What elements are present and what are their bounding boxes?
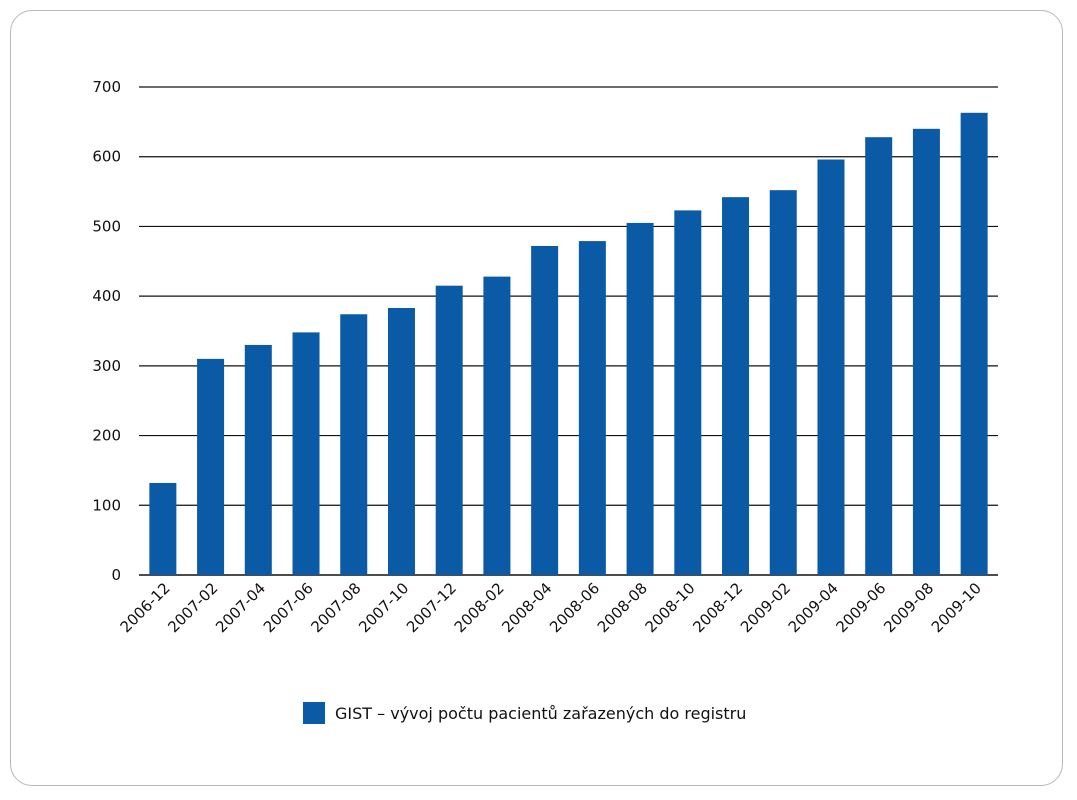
y-tick-label: 100 bbox=[92, 496, 121, 514]
x-tick-label: 2007-08 bbox=[308, 579, 365, 636]
y-tick-label: 700 bbox=[92, 78, 121, 96]
x-tick-label: 2009-08 bbox=[880, 579, 937, 636]
bar bbox=[722, 197, 750, 576]
bar bbox=[912, 128, 940, 576]
y-tick-label: 600 bbox=[92, 148, 121, 166]
x-tick-label: 2007-04 bbox=[212, 579, 269, 636]
x-tick-label: 2007-10 bbox=[355, 579, 412, 636]
x-tick-label: 2008-12 bbox=[689, 579, 746, 636]
bar bbox=[340, 314, 368, 575]
y-tick-label: 500 bbox=[92, 217, 121, 235]
bar bbox=[960, 112, 988, 576]
x-tick-label: 2008-04 bbox=[498, 579, 555, 636]
bar bbox=[626, 222, 654, 575]
y-tick-label: 300 bbox=[92, 357, 121, 375]
x-tick-label: 2009-10 bbox=[928, 579, 985, 636]
x-tick-label: 2007-06 bbox=[260, 579, 317, 636]
x-tick-label: 2009-02 bbox=[737, 579, 794, 636]
bar bbox=[674, 210, 702, 575]
bars bbox=[149, 112, 988, 576]
x-tick-label: 2007-12 bbox=[403, 579, 460, 636]
gridlines bbox=[139, 86, 998, 576]
x-tick-label: 2009-04 bbox=[785, 579, 842, 636]
x-tick-label: 2007-02 bbox=[164, 579, 221, 636]
x-tick-label: 2008-02 bbox=[451, 579, 508, 636]
bar bbox=[865, 137, 893, 576]
bar bbox=[292, 332, 320, 575]
bar bbox=[578, 241, 606, 575]
legend: GIST – vývoj počtu pacientů zařazených d… bbox=[303, 702, 746, 724]
x-tick-label: 2006-12 bbox=[117, 579, 174, 636]
bar bbox=[387, 307, 415, 575]
x-tick-label: 2008-10 bbox=[642, 579, 699, 636]
legend-label: GIST – vývoj počtu pacientů zařazených d… bbox=[335, 703, 747, 723]
bar bbox=[769, 190, 797, 576]
bar bbox=[435, 285, 463, 575]
bar bbox=[483, 276, 511, 575]
y-tick-label: 400 bbox=[92, 287, 121, 305]
bar bbox=[531, 245, 559, 575]
y-tick-label: 0 bbox=[111, 566, 121, 584]
bar bbox=[244, 344, 272, 575]
x-tick-label: 2009-06 bbox=[832, 579, 889, 636]
x-axis-tick-labels: 2006-122007-022007-042007-062007-082007-… bbox=[117, 579, 985, 636]
x-tick-label: 2008-08 bbox=[594, 579, 651, 636]
y-axis-tick-labels: 0 100 200 300 400 500 600 700 bbox=[92, 78, 121, 584]
y-tick-label: 200 bbox=[92, 427, 121, 445]
bar bbox=[149, 482, 177, 575]
bar bbox=[197, 358, 225, 575]
legend-swatch bbox=[303, 702, 325, 724]
x-tick-label: 2008-06 bbox=[546, 579, 603, 636]
bar bbox=[817, 159, 845, 575]
